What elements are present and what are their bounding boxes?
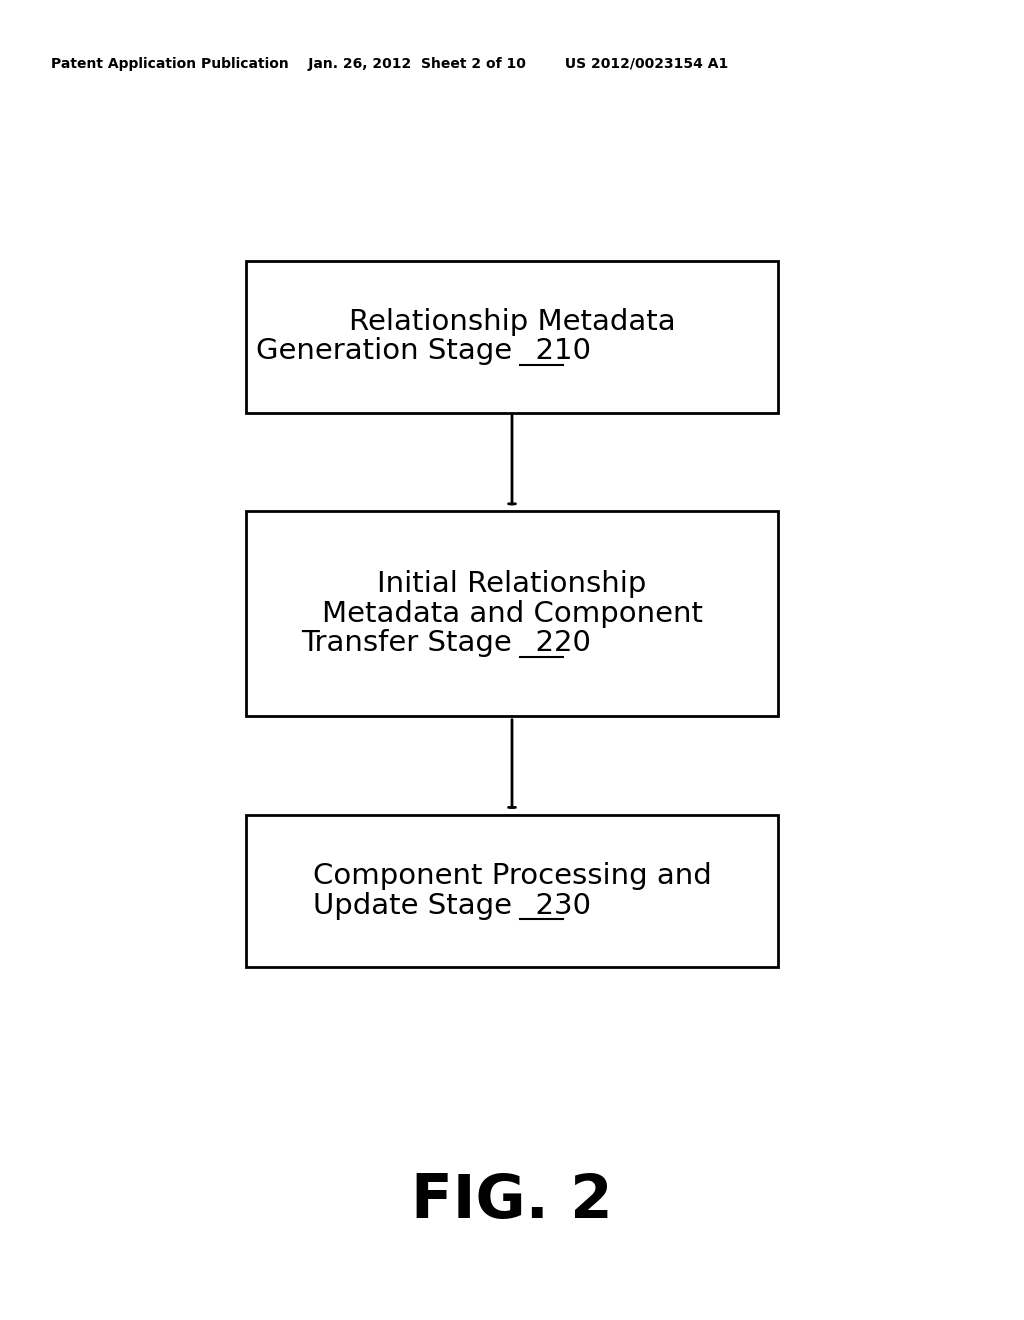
Text: Transfer Stage: Transfer Stage — [301, 630, 512, 657]
Text: Component Processing and: Component Processing and — [312, 862, 712, 890]
Text: 230: 230 — [517, 892, 591, 920]
FancyBboxPatch shape — [246, 261, 778, 412]
Text: Initial Relationship: Initial Relationship — [377, 570, 647, 598]
Text: 210: 210 — [517, 338, 591, 366]
Text: Generation Stage: Generation Stage — [256, 338, 512, 366]
FancyBboxPatch shape — [246, 511, 778, 715]
Text: FIG. 2: FIG. 2 — [411, 1172, 613, 1230]
Text: Metadata and Component: Metadata and Component — [322, 599, 702, 628]
Text: Update Stage: Update Stage — [313, 892, 512, 920]
Text: Patent Application Publication    Jan. 26, 2012  Sheet 2 of 10        US 2012/00: Patent Application Publication Jan. 26, … — [51, 57, 728, 71]
Text: 220: 220 — [517, 630, 591, 657]
Text: Relationship Metadata: Relationship Metadata — [349, 308, 675, 335]
FancyBboxPatch shape — [246, 814, 778, 966]
